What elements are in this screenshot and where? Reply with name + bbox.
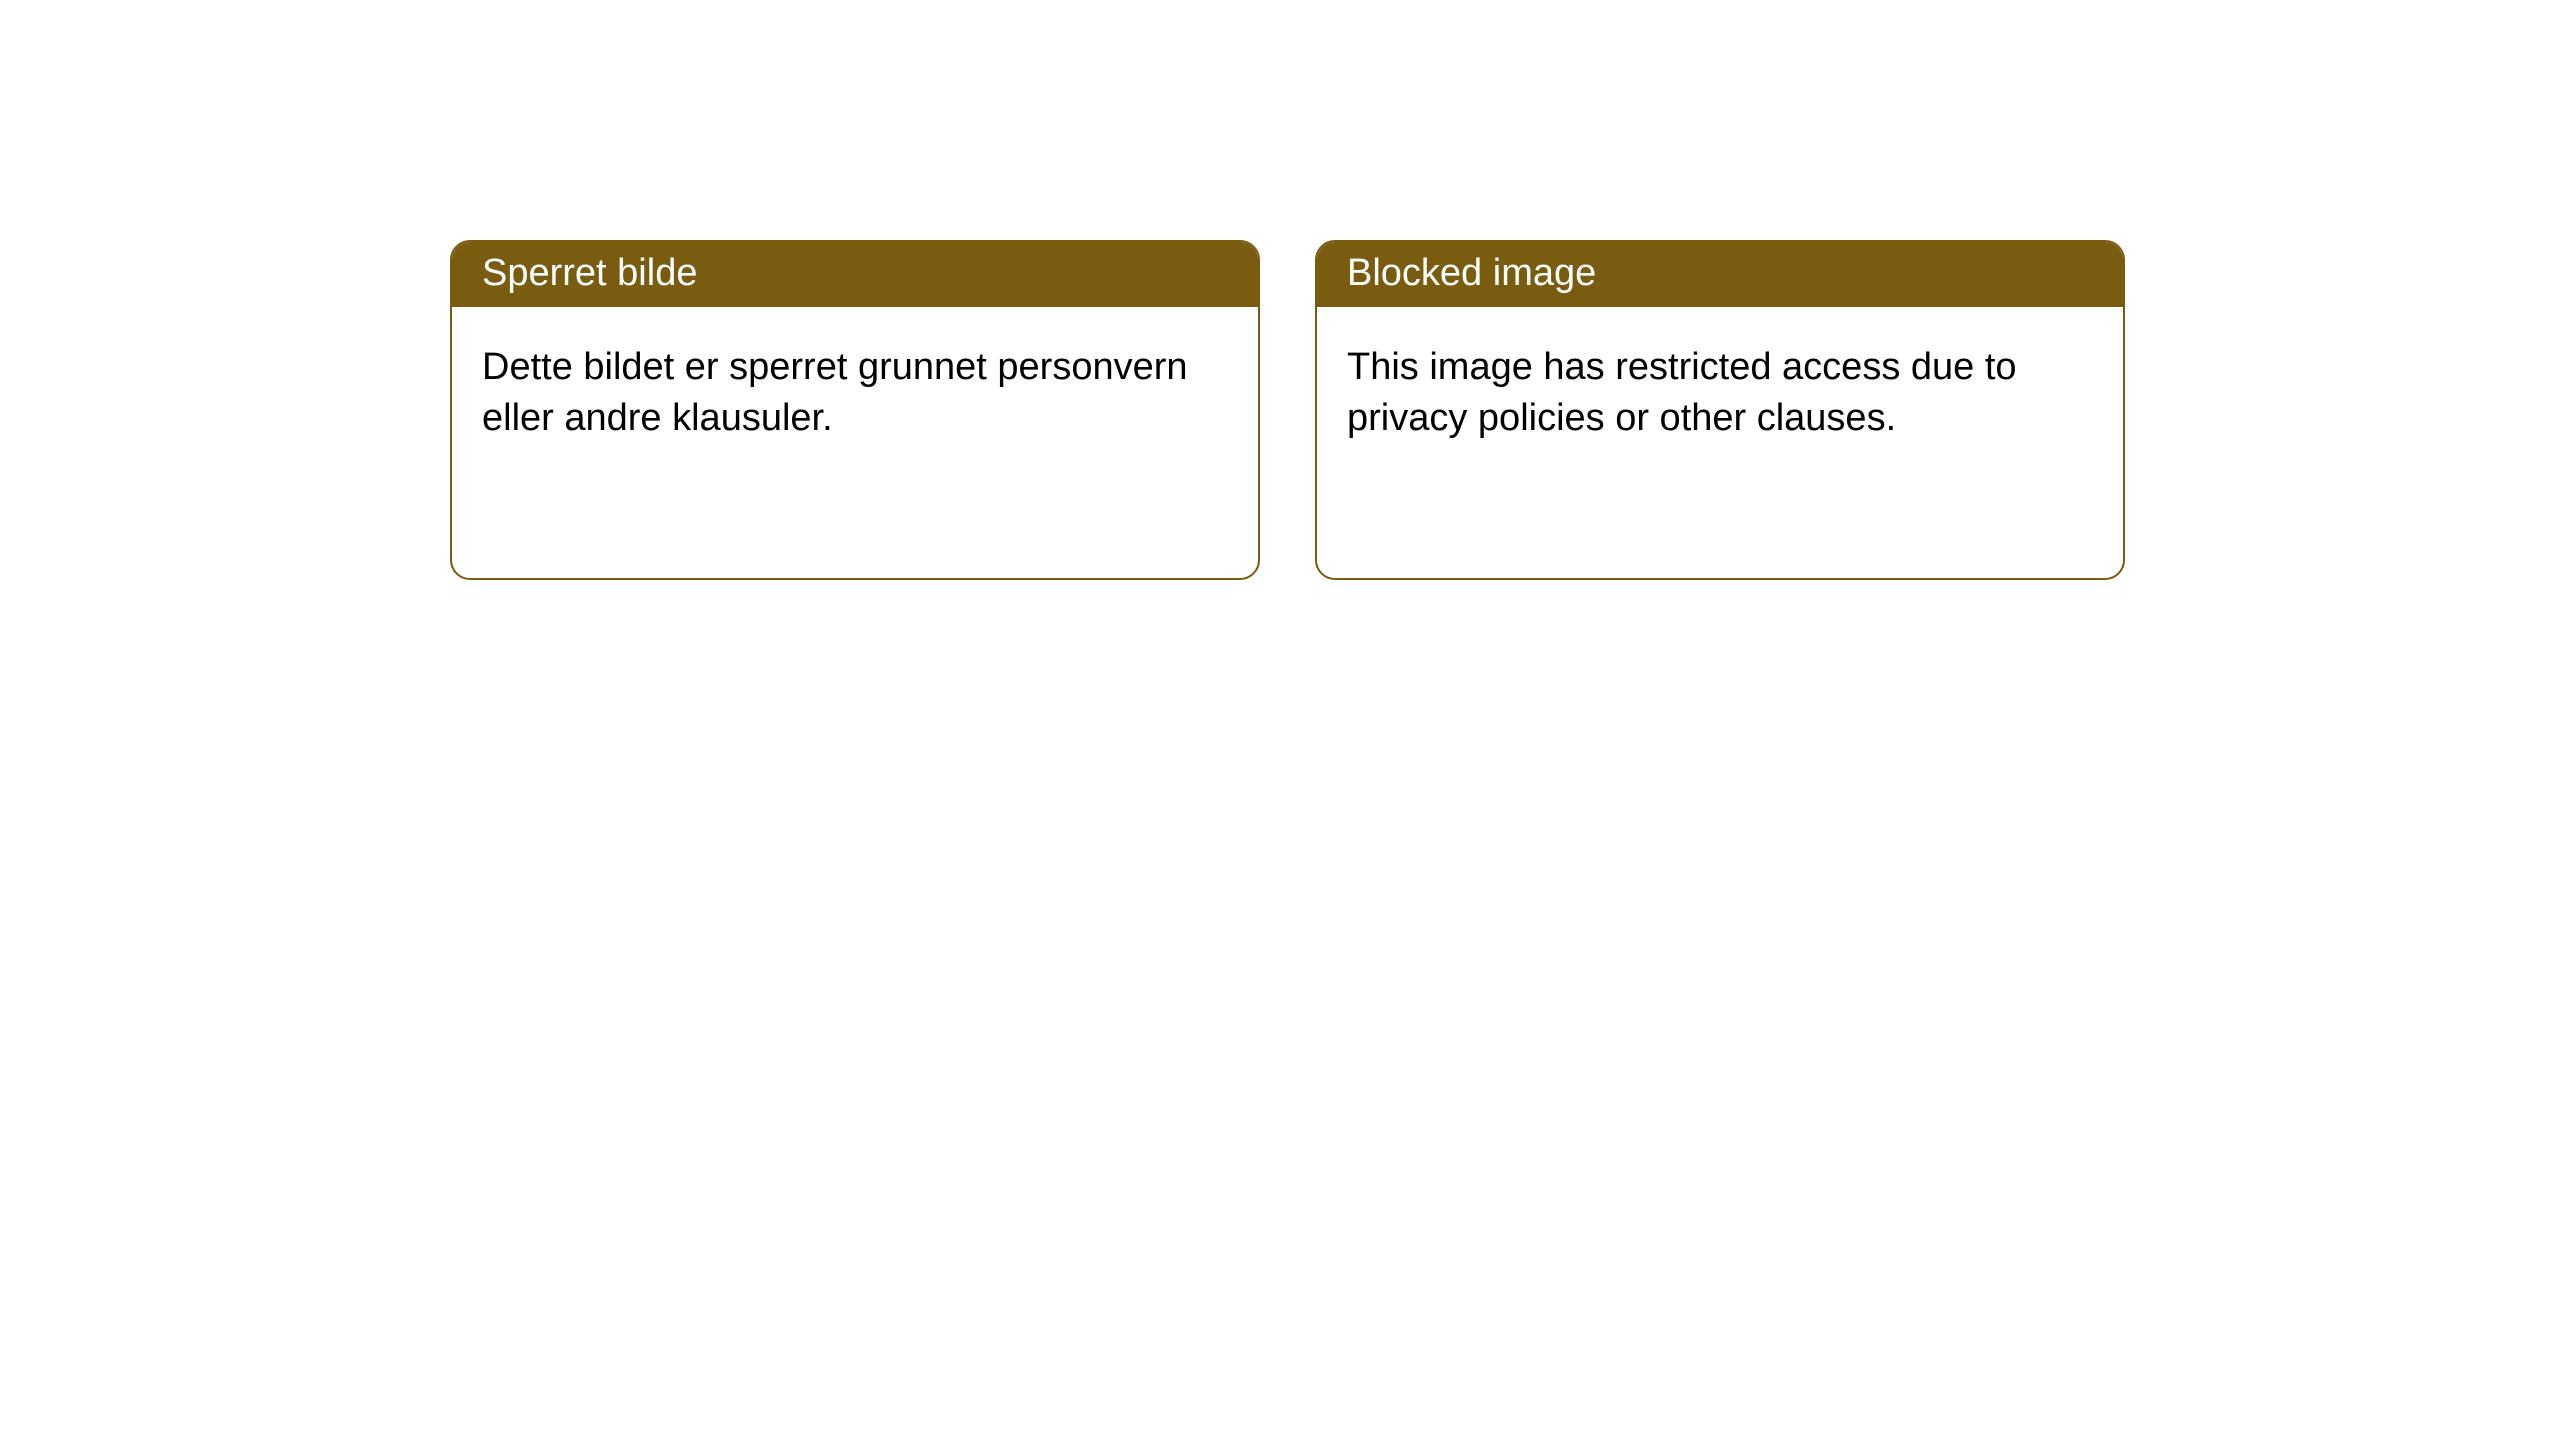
notice-header-en: Blocked image [1317, 242, 2123, 307]
notice-header-no: Sperret bilde [452, 242, 1258, 307]
notice-card-en: Blocked image This image has restricted … [1315, 240, 2125, 580]
notice-body-en: This image has restricted access due to … [1317, 307, 2123, 480]
notice-container: Sperret bilde Dette bildet er sperret gr… [0, 0, 2560, 580]
notice-body-no: Dette bildet er sperret grunnet personve… [452, 307, 1258, 480]
notice-card-no: Sperret bilde Dette bildet er sperret gr… [450, 240, 1260, 580]
